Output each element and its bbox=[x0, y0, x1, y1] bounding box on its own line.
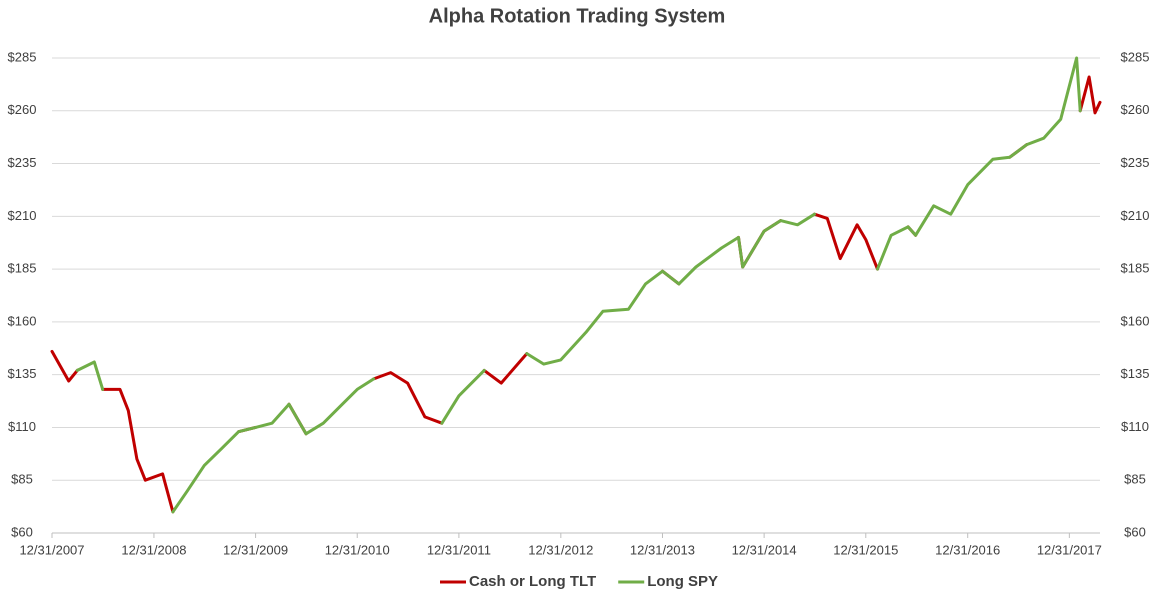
y2-tick-label: $185 bbox=[1121, 261, 1150, 276]
y2-tick-label: $260 bbox=[1121, 102, 1150, 117]
x-tick-label: 12/31/2011 bbox=[427, 542, 491, 557]
legend-label: Long SPY bbox=[647, 573, 718, 590]
x-tick-label: 12/31/2014 bbox=[732, 542, 797, 557]
x-tick-label: 12/31/2009 bbox=[223, 542, 288, 557]
x-tick-label: 12/31/2015 bbox=[833, 542, 898, 557]
chart-title: Alpha Rotation Trading System bbox=[429, 5, 726, 27]
x-tick-label: 12/31/2008 bbox=[121, 542, 186, 557]
y2-tick-label: $160 bbox=[1121, 313, 1150, 328]
x-tick-label: 12/31/2017 bbox=[1037, 542, 1102, 557]
legend-label: Cash or Long TLT bbox=[469, 573, 596, 590]
y-tick-label: $85 bbox=[11, 472, 33, 487]
y-tick-label: $135 bbox=[8, 366, 37, 381]
series-line bbox=[50, 75, 1102, 514]
y2-tick-label: $210 bbox=[1121, 208, 1150, 223]
y-tick-label: $185 bbox=[8, 261, 37, 276]
y-tick-label: $285 bbox=[8, 49, 37, 64]
y2-tick-label: $135 bbox=[1121, 366, 1150, 381]
y-tick-label: $60 bbox=[11, 524, 33, 539]
series-line bbox=[75, 56, 1082, 514]
y-tick-label: $210 bbox=[8, 208, 37, 223]
y-tick-label: $235 bbox=[8, 155, 37, 170]
y2-tick-label: $110 bbox=[1121, 419, 1149, 434]
y-tick-label: $260 bbox=[8, 102, 37, 117]
x-tick-label: 12/31/2007 bbox=[19, 542, 84, 557]
y2-tick-label: $285 bbox=[1121, 49, 1150, 64]
y-tick-label: $160 bbox=[8, 313, 37, 328]
x-tick-label: 12/31/2016 bbox=[935, 542, 1000, 557]
x-tick-label: 12/31/2013 bbox=[630, 542, 695, 557]
y2-tick-label: $85 bbox=[1124, 472, 1146, 487]
y2-tick-label: $60 bbox=[1124, 524, 1146, 539]
y2-tick-label: $235 bbox=[1121, 155, 1150, 170]
x-tick-label: 12/31/2010 bbox=[325, 542, 390, 557]
y-tick-label: $110 bbox=[8, 419, 36, 434]
x-tick-label: 12/31/2012 bbox=[528, 542, 593, 557]
